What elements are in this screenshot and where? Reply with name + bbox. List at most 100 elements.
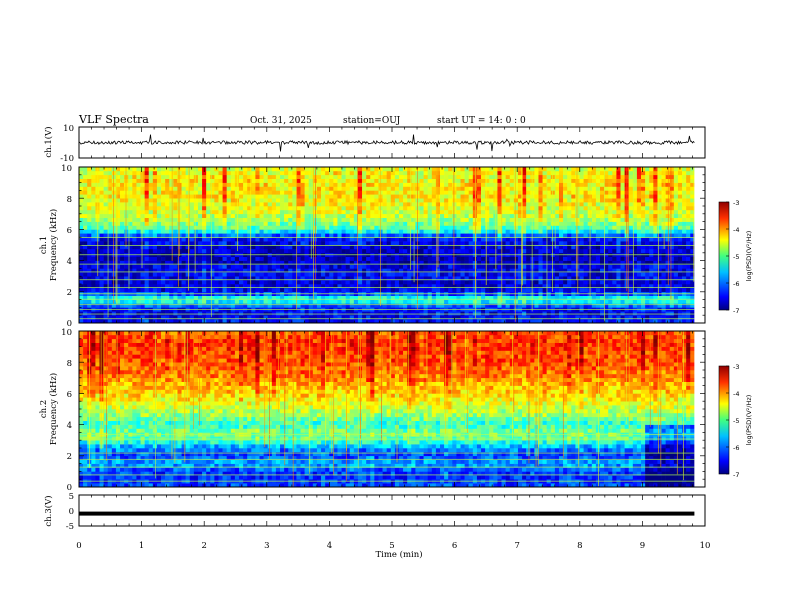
spectrogram-cell [571, 202, 576, 207]
spectrogram-cell [349, 174, 355, 179]
spectrogram-cell [325, 248, 330, 254]
spectrogram-cell [214, 256, 219, 261]
spectrogram-cell [238, 194, 244, 199]
spectrogram-cell [263, 190, 269, 195]
spectrogram-cell [169, 299, 174, 304]
spectrogram-cell [427, 233, 433, 238]
spectrogram-cell [300, 198, 305, 203]
spectrogram-cell [362, 221, 367, 226]
spectrogram-cell [296, 182, 301, 187]
spectrogram-cell [452, 170, 457, 176]
spectrogram-cell [140, 206, 145, 211]
spectrogram-cell [189, 299, 195, 304]
spectrogram-cell [509, 170, 515, 176]
spectrogram-cell [230, 319, 236, 323]
spectrogram-cell [526, 213, 531, 218]
spectrogram-cell [485, 311, 490, 316]
spectrogram-cell [280, 264, 285, 269]
spectrogram-cell [333, 182, 338, 187]
spectrogram-cell [79, 241, 84, 246]
spectrogram-cell [202, 206, 207, 211]
spectrogram-cell [341, 295, 346, 300]
spectrogram-cell [222, 245, 227, 250]
spectrogram-cell [485, 287, 490, 293]
spectrogram-cell [403, 229, 408, 234]
spectrogram-cell [534, 206, 539, 211]
spectrogram-cell [152, 315, 158, 320]
spectrogram-cell [382, 303, 387, 308]
spectrogram-cell [444, 209, 449, 215]
spectrogram-cell [181, 248, 186, 254]
spectrogram-cell [259, 225, 264, 230]
spectrogram-cell [386, 241, 392, 246]
spectrogram-cell [247, 284, 252, 289]
spectrogram-cell [173, 229, 178, 234]
spectrogram-cell [403, 186, 408, 191]
spectrogram-cell [214, 194, 219, 199]
spectrogram-cell [115, 299, 121, 304]
spectrogram-cell [251, 209, 256, 215]
spectrogram-cell [280, 167, 285, 172]
spectrogram-cell [288, 170, 293, 176]
spectrogram-cell [481, 178, 486, 183]
spectrogram-cell [333, 268, 338, 273]
spectrogram-cell [398, 221, 404, 226]
spectrogram-cell [534, 190, 539, 195]
spectrogram-cell [554, 221, 560, 226]
spectrogram-cell [542, 202, 547, 207]
spectrogram-cell [140, 245, 145, 250]
spectrogram-cell [440, 248, 445, 254]
spectrogram-cell [173, 241, 178, 246]
spectrogram-cell [210, 245, 215, 250]
spectrogram-cell [156, 311, 162, 316]
spectrogram-cell [403, 190, 408, 195]
spectrogram-cell [567, 248, 572, 254]
spectrogram-cell [300, 225, 305, 230]
spectrogram-cell [513, 272, 519, 277]
spectrogram-cell [280, 190, 285, 195]
spectrogram-cell [222, 287, 227, 293]
spectrogram-cell [337, 174, 342, 179]
spectrogram-cell [321, 303, 326, 308]
spectrogram-cell [513, 315, 519, 320]
spectrogram-cell [251, 233, 256, 238]
spectrogram-cell [534, 202, 539, 207]
spectrogram-cell [542, 229, 547, 234]
spectrogram-cell [345, 174, 351, 179]
spectrogram-cell [115, 206, 121, 211]
spectrogram-cell [189, 206, 195, 211]
spectrogram-cell [111, 233, 117, 238]
spectrogram-cell [522, 315, 527, 320]
spectrogram-cell [128, 268, 133, 273]
spectrogram-cell [234, 319, 240, 323]
spectrogram-cell [370, 272, 375, 277]
spectrogram-cell [312, 233, 318, 238]
spectrogram-cell [193, 213, 199, 218]
spectrogram-cell [288, 221, 293, 226]
spectrogram-cell [247, 276, 252, 281]
spectrogram-cell [554, 303, 560, 308]
spectrogram-cell [124, 295, 129, 300]
spectrogram-cell [337, 299, 342, 304]
spectrogram-cell [423, 287, 428, 293]
spectrogram-cell [156, 303, 162, 308]
spectrogram-cell [173, 194, 178, 199]
spectrogram-cell [181, 186, 186, 191]
spectrogram-cell [202, 245, 207, 250]
spectrogram-cell [517, 206, 523, 211]
spectrogram-cell [563, 209, 568, 215]
spectrogram-cell [156, 174, 162, 179]
spectrogram-cell [390, 174, 396, 179]
spectrogram-cell [173, 245, 178, 250]
spectrogram-cell [345, 284, 351, 289]
spectrogram-cell [267, 295, 273, 300]
spectrogram-cell [542, 319, 547, 323]
spectrogram-cell [452, 311, 457, 316]
spectrogram-cell [189, 225, 195, 230]
spectrogram-cell [312, 284, 318, 289]
spectrogram-cell [444, 264, 449, 269]
spectrogram-cell [522, 178, 527, 183]
spectrogram-cell [448, 260, 453, 265]
spectrogram-cell [489, 256, 494, 261]
spectrogram-cell [386, 174, 392, 179]
